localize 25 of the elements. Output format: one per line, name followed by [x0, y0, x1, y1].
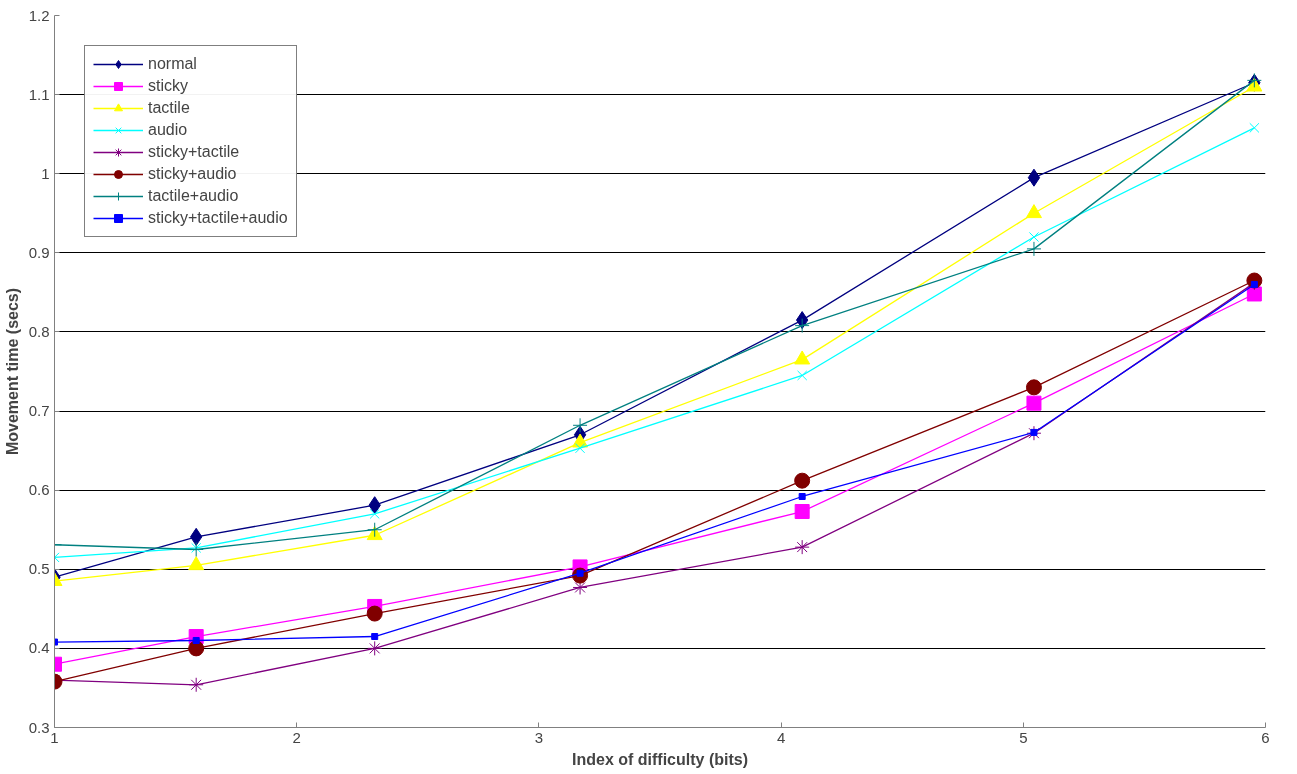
- y-tick-label: 0.4: [28, 639, 50, 657]
- y-tick-label: 0.8: [28, 322, 50, 340]
- y-tick-label: 1: [41, 164, 50, 182]
- x-tick-label: 2: [292, 728, 301, 746]
- x-tick-label: 4: [776, 728, 786, 746]
- x-axis-title: Index of difficulty (bits): [572, 750, 748, 768]
- legend-label: audio: [148, 121, 188, 139]
- y-tick-label: 0.7: [28, 402, 50, 420]
- legend-label: tactile+audio: [148, 187, 239, 205]
- x-tick-label: 3: [534, 728, 544, 746]
- y-axis-title: Movement time (secs): [3, 287, 21, 456]
- legend-label: sticky+tactile+audio: [148, 209, 288, 227]
- legend-label: normal: [148, 55, 197, 73]
- y-tick-label: 0.3: [28, 718, 50, 736]
- legend-label: sticky: [148, 77, 188, 95]
- legend-label: sticky+tactile: [148, 143, 240, 161]
- x-tick-label: 6: [1261, 728, 1270, 746]
- legend-label: tactile: [148, 99, 190, 117]
- y-tick-label: 0.5: [28, 560, 50, 578]
- x-tick-label: 5: [1019, 728, 1028, 746]
- y-tick-label: 1.1: [28, 85, 50, 103]
- y-tick-label: 1.2: [28, 6, 50, 24]
- y-tick-label: 0.9: [28, 243, 50, 261]
- legend-label: sticky+audio: [148, 165, 237, 183]
- y-tick-label: 0.6: [28, 481, 50, 499]
